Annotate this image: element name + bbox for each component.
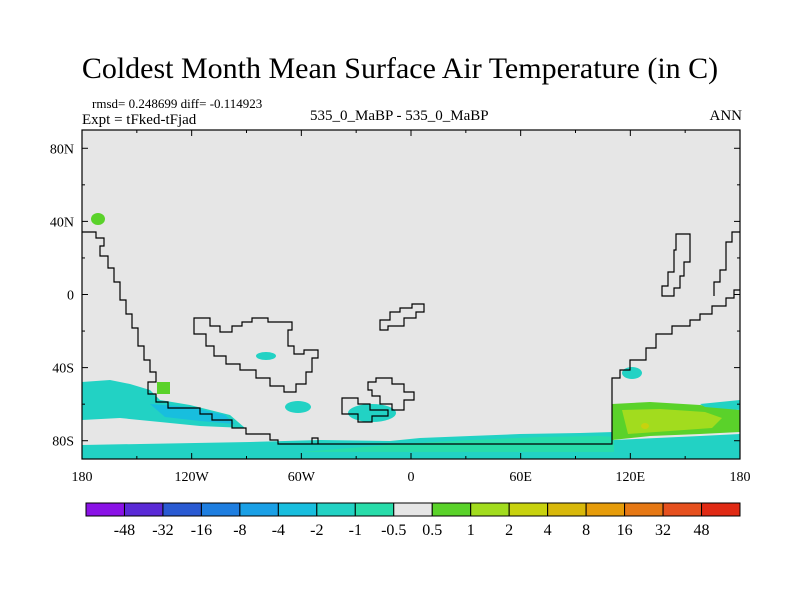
lon-tick-label: 120E xyxy=(616,470,646,485)
coastline-island-d xyxy=(341,397,389,423)
colorbar-label: -2 xyxy=(310,522,323,539)
colorbar-swatch xyxy=(547,502,587,517)
colorbar-swatch xyxy=(162,502,202,517)
stats-line: rmsd= 0.248699 diff= -0.114923 xyxy=(92,96,263,111)
lon-tick-label: 180 xyxy=(730,470,751,485)
coastline-small-bump xyxy=(311,437,319,444)
coastline-east-continent xyxy=(611,289,740,404)
anomaly-region-cool-east xyxy=(700,400,740,410)
colorbar-swatch xyxy=(662,502,703,517)
colorbar-label: 16 xyxy=(617,522,633,539)
colorbar-swatch xyxy=(85,502,125,517)
coastline-east-peninsula xyxy=(713,231,740,296)
colorbar: -48 -32 -16 -8 -4 -2 -1 -0.5 0.5 1 2 4 8 16 32 48 xyxy=(85,502,741,539)
colorbar-swatch xyxy=(277,502,318,517)
lat-tick-label: 80S xyxy=(52,435,74,450)
anomaly-region-antarctic-band xyxy=(82,432,614,459)
colorbar-swatch xyxy=(585,502,626,517)
colorbar-swatch xyxy=(239,502,279,517)
colorbar-label: 32 xyxy=(655,522,671,539)
anomaly-spot-warm-north xyxy=(91,213,105,225)
coastline-east-island xyxy=(661,233,691,297)
colorbar-label: 0.5 xyxy=(422,522,442,539)
anomaly-spot-cool-4 xyxy=(622,367,642,379)
axis-ticks: 180 120W 60W 0 60E 120E 180 80N 40N 0 40S 80S xyxy=(50,130,751,485)
colorbar-swatch xyxy=(393,502,433,517)
experiment-line: Expt = tFked-tFjad xyxy=(82,112,197,128)
colorbar-swatch xyxy=(701,502,741,517)
colorbar-label: 4 xyxy=(544,522,552,539)
coastline-antarctic xyxy=(320,404,613,445)
colorbar-label: -8 xyxy=(233,522,246,539)
colorbar-label: -0.5 xyxy=(381,522,406,539)
anomaly-region-cool-east-south xyxy=(614,434,740,459)
colorbar-label: 1 xyxy=(467,522,475,539)
lat-tick-label: 0 xyxy=(67,289,74,304)
coastline-island-a xyxy=(193,317,319,393)
colorbar-label: 8 xyxy=(582,522,590,539)
anomaly-region-south-pacific-dark xyxy=(150,404,235,424)
lat-tick-label: 40S xyxy=(52,362,74,377)
colorbar-label: -48 xyxy=(114,522,135,539)
colorbar-swatch xyxy=(123,502,164,517)
anomaly-spot-cool-3 xyxy=(348,404,396,422)
lon-tick-label: 60E xyxy=(509,470,532,485)
anomaly-spot-cool-2 xyxy=(285,401,311,413)
lat-tick-label: 80N xyxy=(50,142,74,157)
lon-tick-label: 60W xyxy=(288,470,316,485)
anomaly-spot-warm-southpacific xyxy=(157,382,170,394)
colorbar-label: 2 xyxy=(505,522,513,539)
colorbar-swatch xyxy=(316,502,356,517)
plot-title: Coldest Month Mean Surface Air Temperatu… xyxy=(81,52,719,85)
colorbar-swatch xyxy=(200,502,241,517)
colorbar-label: -32 xyxy=(152,522,173,539)
coastline-west-continent xyxy=(82,231,320,445)
colorbar-label: -1 xyxy=(349,522,362,539)
colorbar-label: -4 xyxy=(272,522,285,539)
coastline-island-b xyxy=(379,303,425,331)
lat-tick-label: 40N xyxy=(50,215,74,230)
colorbar-swatch xyxy=(470,502,510,517)
colorbar-swatch xyxy=(624,502,664,517)
anomaly-shading xyxy=(82,213,740,459)
colorbar-label: 48 xyxy=(694,522,710,539)
lon-tick-label: 120W xyxy=(175,470,210,485)
lon-tick-label: 180 xyxy=(72,470,93,485)
anomaly-spot-cool-1 xyxy=(256,352,276,360)
case-line: 535_0_MaBP - 535_0_MaBP xyxy=(310,108,489,124)
coastlines xyxy=(82,231,740,445)
colorbar-label: -16 xyxy=(191,522,212,539)
colorbar-swatch xyxy=(508,502,549,517)
colorbar-swatch xyxy=(431,502,472,517)
period-label: ANN xyxy=(709,108,743,124)
anomaly-spot-warm-core xyxy=(641,423,649,429)
colorbar-swatch xyxy=(354,502,395,517)
coastline-island-c xyxy=(367,377,415,411)
lon-tick-label: 0 xyxy=(408,470,415,485)
